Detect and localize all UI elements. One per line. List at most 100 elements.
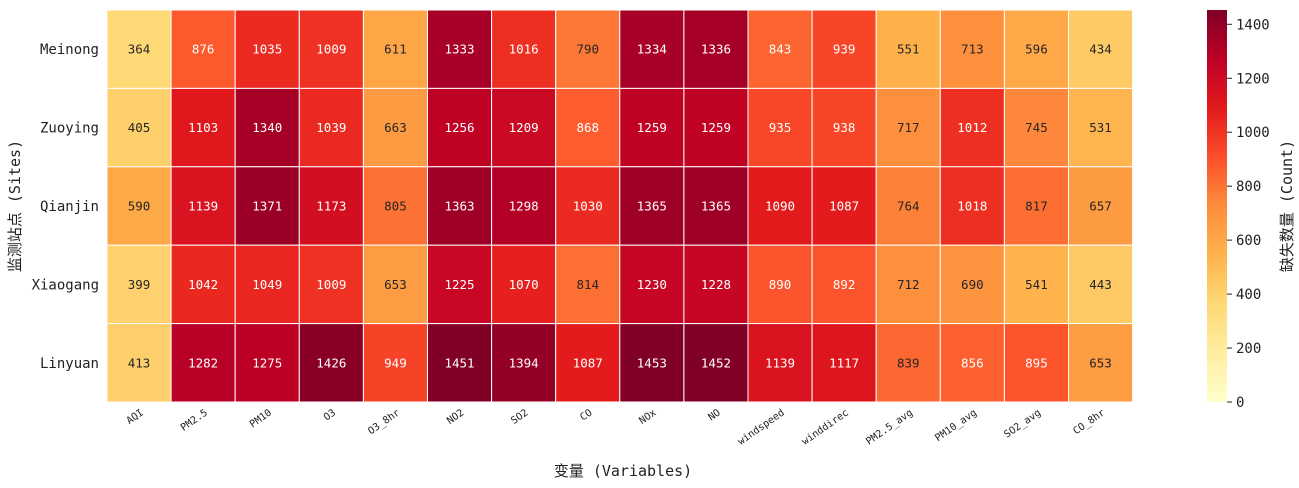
cell-value-label: 839 — [897, 355, 920, 370]
heatmap-cell — [1003, 166, 1070, 246]
cell-value-label: 596 — [1025, 42, 1048, 57]
cell-value-label: 805 — [384, 199, 407, 214]
heatmap-cell — [362, 87, 428, 168]
y-tick-label: Zuoying — [40, 121, 99, 137]
cell-value-label: 764 — [897, 199, 920, 214]
heatmap-cell — [234, 244, 300, 325]
x-tick-label: PM10_avg — [933, 407, 979, 444]
cell-value-label: 1103 — [188, 120, 218, 135]
heatmap-cell — [427, 9, 493, 89]
cell-value-label: 1371 — [252, 199, 282, 214]
cell-value-label: 713 — [961, 42, 984, 57]
cell-value-label: 1009 — [316, 277, 346, 292]
cell-value-label: 405 — [128, 120, 151, 135]
y-tick-labels: Meinong Zuoying Qianjin Xiaogang Linyuan — [32, 42, 99, 372]
colorbar-tick-label: 400 — [1236, 287, 1261, 303]
cell-value-label: 690 — [961, 277, 984, 292]
colorbar-ticks: 0 200 400 600 800 1000 1200 1400 — [1227, 17, 1270, 411]
heatmap-cell — [362, 323, 428, 403]
x-tick-label: O3 — [322, 407, 338, 423]
cell-value-label: 712 — [897, 277, 920, 292]
cell-value-label: 1365 — [637, 199, 667, 214]
heatmap-cell — [1068, 166, 1134, 246]
cell-value-label: 1365 — [701, 199, 731, 214]
y-tick-label: Xiaogang — [32, 277, 99, 293]
heatmap-cell — [683, 166, 749, 246]
cell-value-label: 531 — [1089, 120, 1112, 135]
cell-value-label: 1333 — [444, 42, 474, 57]
x-tick-label: PM10 — [248, 407, 274, 430]
heatmap-cell — [170, 244, 236, 325]
cell-value-label: 1334 — [637, 42, 667, 57]
cell-value-label: 1049 — [252, 277, 282, 292]
cell-value-label: 1030 — [573, 199, 603, 214]
cell-value-label: 653 — [1089, 355, 1112, 370]
cell-value-label: 1363 — [444, 199, 474, 214]
cell-value-label: 938 — [833, 120, 856, 135]
heatmap-cell — [555, 166, 621, 246]
cell-value-label: 1016 — [509, 42, 539, 57]
heatmap-cell — [1068, 244, 1134, 325]
heatmap-cell — [811, 87, 877, 168]
heatmap-cell — [491, 244, 557, 325]
cell-value-label: 434 — [1089, 42, 1112, 57]
cell-value-label: 1275 — [252, 355, 282, 370]
cell-value-label: 399 — [128, 277, 151, 292]
cell-value-label: 663 — [384, 120, 407, 135]
heatmap-cell — [939, 9, 1005, 89]
cell-value-label: 790 — [576, 42, 599, 57]
x-tick-label: PM2.5 — [179, 407, 210, 433]
cell-value-label: 1139 — [765, 355, 795, 370]
heatmap-cell — [106, 87, 172, 168]
cell-value-label: 1087 — [573, 355, 603, 370]
heatmap-cell — [875, 166, 941, 246]
heatmap-cell — [1068, 9, 1134, 89]
cell-value-label: 895 — [1025, 355, 1048, 370]
colorbar: 0 200 400 600 800 1000 1200 1400 缺失数量 (Count) — [1207, 10, 1296, 411]
heatmap-cell — [811, 323, 877, 403]
heatmap-cell — [427, 323, 493, 403]
heatmap-cell — [298, 9, 364, 89]
cell-value-label: 1259 — [637, 120, 667, 135]
heatmap-cell — [619, 323, 685, 403]
x-tick-label: O3_8hr — [366, 407, 402, 437]
x-tick-label: CO_8hr — [1071, 407, 1107, 437]
heatmap-cell — [106, 244, 172, 325]
y-tick-label: Linyuan — [40, 356, 99, 372]
cell-value-label: 443 — [1089, 277, 1112, 292]
heatmap-cell — [747, 166, 813, 246]
cell-value-label: 1039 — [316, 120, 346, 135]
cell-value-label: 1209 — [509, 120, 539, 135]
heatmap-cell — [362, 244, 428, 325]
cell-value-label: 413 — [128, 355, 151, 370]
cell-value-label: 1018 — [957, 199, 987, 214]
heatmap-cell — [683, 323, 749, 403]
cell-value-label: 745 — [1025, 120, 1048, 135]
heatmap-cell — [170, 323, 236, 403]
cell-value-label: 1173 — [316, 199, 346, 214]
colorbar-tick-label: 800 — [1236, 179, 1261, 195]
cell-value-label: 541 — [1025, 277, 1048, 292]
heatmap-cell — [234, 166, 300, 246]
cell-value-label: 551 — [897, 42, 920, 57]
cell-value-label: 653 — [384, 277, 407, 292]
cell-value-label: 1139 — [188, 199, 218, 214]
heatmap-cell — [298, 323, 364, 403]
x-tick-label: winddirec — [800, 407, 851, 447]
heatmap-cell — [234, 9, 300, 89]
cell-value-label: 868 — [576, 120, 599, 135]
heatmap-cell — [747, 323, 813, 403]
x-tick-label: PM2.5_avg — [864, 407, 915, 447]
heatmap-cell — [298, 166, 364, 246]
heatmap-cell — [1068, 323, 1134, 403]
cell-value-label: 1298 — [509, 199, 539, 214]
heatmap-cell — [234, 87, 300, 168]
heatmap-cell — [555, 244, 621, 325]
colorbar-title: 缺失数量 (Count) — [1278, 140, 1296, 272]
colorbar-tick-label: 200 — [1236, 341, 1261, 357]
cell-value-label: 1336 — [701, 42, 731, 57]
heatmap-cell — [1003, 323, 1070, 403]
x-tick-label: AQI — [125, 407, 146, 426]
cell-value-label: 1340 — [252, 120, 282, 135]
